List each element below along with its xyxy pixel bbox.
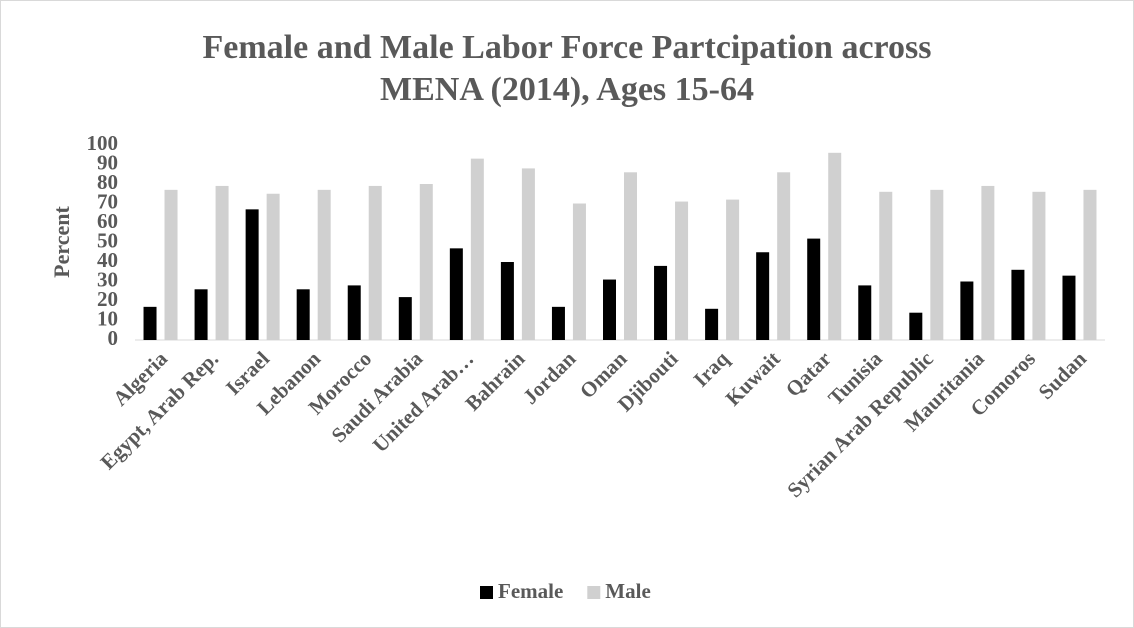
- y-tick-label: 0: [108, 326, 119, 350]
- bar: [317, 189, 331, 340]
- bar: [449, 248, 463, 340]
- bar: [777, 172, 791, 340]
- bar: [551, 306, 565, 340]
- bar: [930, 189, 944, 340]
- bar: [654, 265, 668, 340]
- y-tick-label: 80: [97, 170, 118, 194]
- bar: [1032, 191, 1046, 340]
- bar: [909, 312, 923, 340]
- bar: [500, 262, 514, 340]
- y-tick-label: 100: [87, 131, 119, 155]
- bar: [521, 168, 535, 340]
- y-tick-label: 10: [97, 306, 118, 330]
- bar: [143, 306, 157, 340]
- legend-label: Female: [498, 579, 563, 603]
- bar: [347, 285, 361, 340]
- bar: [470, 158, 484, 340]
- y-tick-label: 50: [97, 228, 118, 252]
- bar: [879, 191, 893, 340]
- bar: [266, 193, 280, 340]
- y-tick-label: 60: [97, 209, 118, 233]
- bar: [960, 281, 974, 340]
- bar: [245, 209, 259, 340]
- y-tick-label: 70: [97, 189, 118, 213]
- bar: [807, 238, 821, 340]
- y-axis-label: Percent: [49, 206, 74, 278]
- y-tick-label: 90: [97, 150, 118, 174]
- legend-swatch: [587, 586, 601, 599]
- bar: [296, 289, 310, 340]
- bar: [419, 184, 433, 340]
- bar: [215, 185, 229, 340]
- legend-label: Male: [605, 579, 650, 603]
- bar: [624, 172, 637, 340]
- bar: [194, 289, 208, 340]
- bar: [981, 185, 995, 340]
- bar: [756, 252, 770, 340]
- bar: [603, 279, 616, 340]
- bar: [398, 297, 412, 340]
- y-tick-label: 30: [97, 267, 118, 291]
- bar: [705, 308, 719, 340]
- legend-swatch: [480, 586, 493, 599]
- y-tick-label: 20: [97, 287, 118, 311]
- bar: [368, 185, 382, 340]
- bar: [726, 199, 740, 340]
- bar: [858, 285, 872, 340]
- bar: [164, 189, 178, 340]
- chart-title: Female and Male Labor Force Partcipation…: [203, 29, 932, 108]
- y-tick-label: 40: [97, 248, 118, 272]
- bar: [1062, 275, 1076, 340]
- bar: [572, 203, 586, 340]
- bar: [675, 201, 689, 340]
- bar: [828, 152, 842, 340]
- bar: [1083, 189, 1097, 340]
- bar: [1011, 269, 1025, 340]
